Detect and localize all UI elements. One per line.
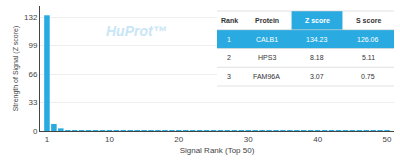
svg-text:HuProt™: HuProt™ <box>106 23 167 39</box>
svg-text:66: 66 <box>28 70 37 79</box>
svg-text:Protein: Protein <box>255 17 279 24</box>
svg-text:134.23: 134.23 <box>306 36 328 43</box>
svg-text:Signal Rank (Top 50): Signal Rank (Top 50) <box>180 146 255 155</box>
svg-text:2: 2 <box>227 54 231 61</box>
svg-text:3: 3 <box>227 73 231 80</box>
svg-text:40: 40 <box>313 135 322 144</box>
svg-text:5.11: 5.11 <box>362 54 375 61</box>
svg-text:S score: S score <box>356 17 381 24</box>
svg-text:CALB1: CALB1 <box>256 36 278 43</box>
svg-text:FAM96A: FAM96A <box>253 73 280 80</box>
svg-text:1: 1 <box>45 135 50 144</box>
svg-text:33: 33 <box>28 98 37 107</box>
svg-text:Strength of Signal (Z score): Strength of Signal (Z score) <box>12 26 20 112</box>
svg-text:30: 30 <box>244 135 253 144</box>
svg-text:Z score: Z score <box>305 17 330 24</box>
svg-text:Rank: Rank <box>221 17 238 24</box>
svg-text:50: 50 <box>383 135 392 144</box>
svg-text:132: 132 <box>24 13 38 22</box>
svg-text:10: 10 <box>105 135 114 144</box>
svg-text:126.06: 126.06 <box>357 36 379 43</box>
svg-text:0.75: 0.75 <box>361 73 375 80</box>
svg-text:1: 1 <box>227 36 231 43</box>
svg-text:8.18: 8.18 <box>310 54 324 61</box>
svg-text:20: 20 <box>174 135 183 144</box>
svg-text:HPS3: HPS3 <box>258 54 276 61</box>
svg-text:99: 99 <box>28 41 37 50</box>
svg-text:0: 0 <box>33 127 38 136</box>
svg-text:3.07: 3.07 <box>310 73 324 80</box>
